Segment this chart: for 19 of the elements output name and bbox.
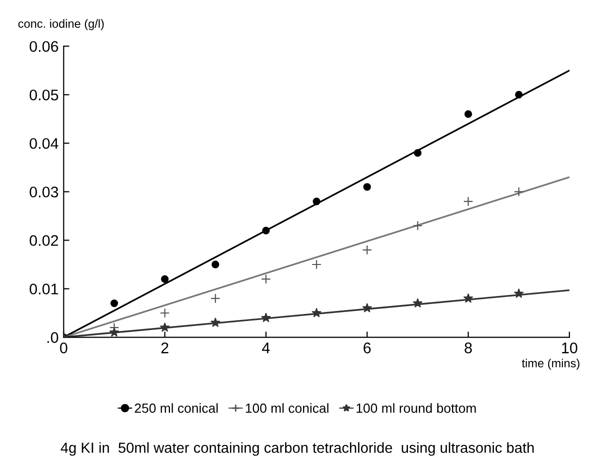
y-axis-title: conc. iodine (g/l): [18, 19, 104, 30]
x-tick-label: 6: [364, 342, 371, 354]
legend-label: 250 ml conical: [134, 403, 218, 413]
y-tick-label: 0.01: [30, 284, 58, 294]
y-tick-label: 0.02: [30, 235, 58, 246]
x-tick-label: 0: [60, 342, 68, 354]
y-tick-label: 0.04: [30, 138, 58, 149]
x-axis-title: time (mins): [522, 358, 580, 370]
legend-label: 100 ml round bottom: [356, 403, 476, 413]
x-tick-label: 10: [562, 342, 578, 354]
x-tick-label: 2: [161, 342, 168, 354]
x-tick-label: 8: [464, 342, 472, 354]
legend-label: 100 ml conical: [246, 403, 328, 413]
text: 4g KI in 50ml water containing carbon tetrachloride using ultrasonic bath: [60, 442, 534, 456]
x-tick-label: 4: [262, 342, 270, 354]
y-tick-label: .0: [47, 332, 58, 343]
y-tick-label: 0.03: [30, 186, 58, 198]
y-tick-label: 0.06: [30, 41, 58, 52]
y-tick-label: 0.05: [30, 90, 58, 100]
